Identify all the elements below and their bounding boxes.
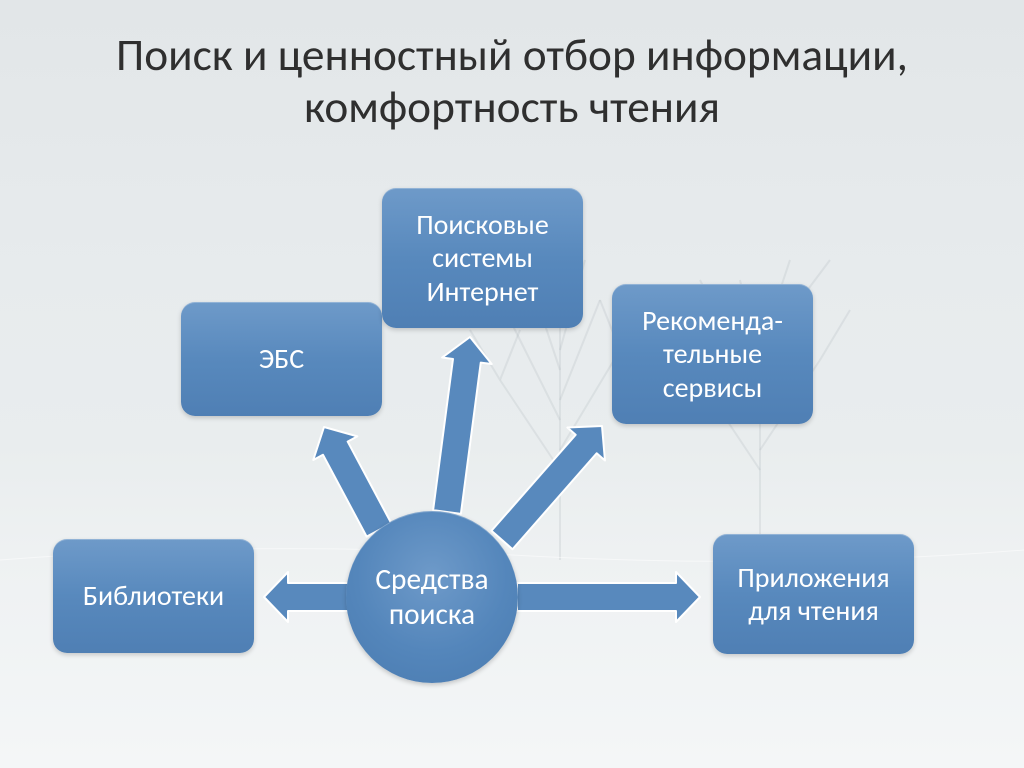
node-libraries: Библиотеки	[53, 539, 254, 653]
arrow-search-engines	[422, 334, 495, 516]
arrow-recommendation	[483, 410, 621, 557]
node-reco-l3: сервисы	[663, 370, 763, 405]
hub-node: Средства поиска	[346, 511, 518, 683]
slide: Поиск и ценностный отбор информации, ком…	[0, 0, 1024, 768]
node-search-engines: Поисковые системы Интернет	[382, 188, 583, 328]
node-ebs-label: ЭБС	[259, 342, 304, 375]
node-apps-l2: для чтения	[748, 593, 879, 628]
node-libraries-label: Библиотеки	[83, 579, 224, 612]
node-search-l3: Интернет	[427, 274, 539, 309]
node-search-l2: системы	[432, 240, 533, 275]
node-reco-l1: Рекоменда-	[642, 303, 783, 338]
arrow-reading-apps	[517, 572, 700, 622]
node-ebs: ЭБС	[181, 302, 382, 416]
node-apps-l1: Приложения	[737, 560, 889, 595]
node-reading-apps: Приложения для чтения	[713, 534, 914, 654]
arrow-libraries	[264, 572, 352, 622]
hub-label-l2: поиска	[389, 596, 475, 632]
radial-diagram: Средства поиска Библиотеки ЭБС Поисковые…	[0, 0, 1024, 768]
hub-label-l1: Средства	[375, 561, 488, 597]
node-recommendation: Рекоменда- тельные сервисы	[612, 284, 813, 424]
node-search-l1: Поисковые	[416, 207, 549, 242]
node-reco-l2: тельные	[663, 336, 762, 371]
